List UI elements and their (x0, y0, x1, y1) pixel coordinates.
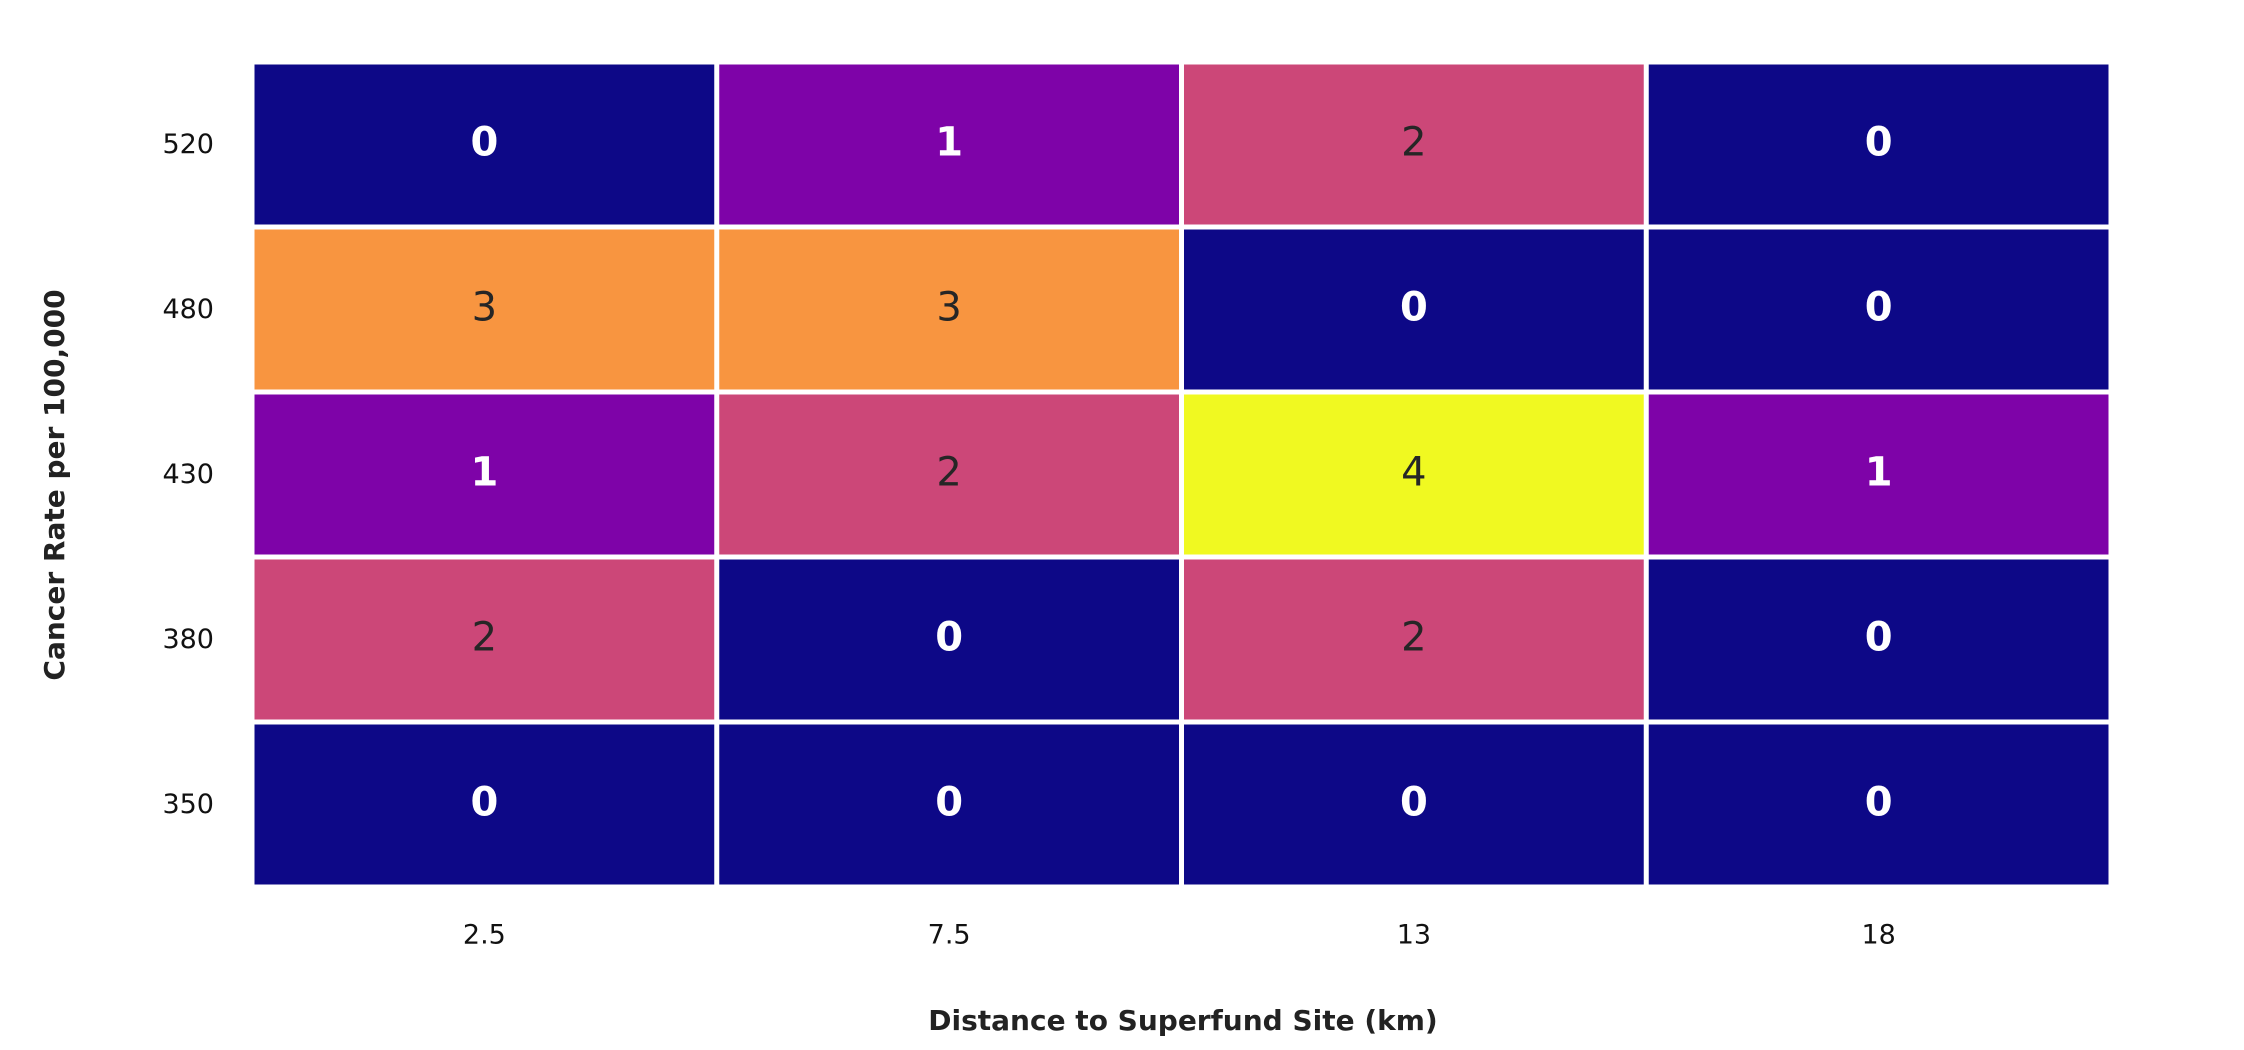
heatmap-cell-value: 4 (1401, 450, 1426, 496)
heatmap-cell (1648, 64, 2109, 225)
y-axis-tick-label: 430 (162, 459, 214, 490)
heatmap-cell-value: 0 (1865, 120, 1893, 166)
heatmap-cells (254, 64, 2109, 885)
heatmap-cell-value: 1 (1865, 450, 1893, 496)
heatmap-cell-value: 2 (1401, 615, 1426, 661)
heatmap-cell (254, 394, 715, 555)
heatmap-cell-value: 1 (470, 450, 498, 496)
x-axis-tick-label: 7.5 (928, 920, 971, 951)
heatmap-cell (1184, 229, 1644, 390)
heatmap-cell-value: 0 (1865, 780, 1893, 826)
x-axis-tick-label: 2.5 (463, 920, 506, 951)
y-axis-tick-label: 520 (162, 129, 214, 160)
heatmap-cell-value: 0 (1865, 285, 1893, 331)
heatmap-cell (254, 229, 715, 390)
heatmap-cell (1648, 559, 2109, 720)
x-axis-tick-label: 18 (1861, 920, 1895, 951)
heatmap-cell (719, 724, 1179, 885)
y-axis-tick-label: 480 (162, 294, 214, 325)
heatmap-cell-value: 0 (1400, 285, 1428, 331)
heatmap-cell-value: 0 (470, 780, 498, 826)
heatmap-cell-labels: 0 1 2 0 3 3 0 0 1 2 4 1 2 0 2 0 0 0 0 0 (470, 120, 1892, 826)
heatmap-cell-value: 0 (470, 120, 498, 166)
heatmap-cell (719, 394, 1179, 555)
heatmap-cell-value: 0 (935, 780, 963, 826)
heatmap-cell-value: 0 (1865, 615, 1893, 661)
heatmap-cell (1184, 559, 1644, 720)
heatmap-cell (1184, 394, 1644, 555)
heatmap-cell (254, 724, 715, 885)
heatmap-cell (254, 559, 715, 720)
heatmap-cell-value: 2 (1401, 120, 1426, 166)
heatmap-cell (719, 64, 1179, 225)
heatmap-cell-value: 1 (935, 120, 963, 166)
heatmap-cell-value: 2 (472, 615, 497, 661)
heatmap-cell (254, 64, 715, 225)
heatmap-cell-value: 2 (936, 450, 961, 496)
heatmap-cell (719, 559, 1179, 720)
heatmap-cell-value: 3 (472, 285, 497, 331)
y-axis-tick-labels: 520 480 430 380 350 (162, 129, 214, 820)
heatmap-cell (1648, 229, 2109, 390)
heatmap-cell-value: 0 (1400, 780, 1428, 826)
y-axis-tick-label: 350 (162, 789, 214, 820)
heatmap-cell (719, 229, 1179, 390)
x-axis-label: Distance to Superfund Site (km) (928, 1004, 1437, 1037)
heatmap-cell (1648, 394, 2109, 555)
heatmap-cell (1648, 724, 2109, 885)
heatmap-cell (1184, 724, 1644, 885)
heatmap-cell (1184, 64, 1644, 225)
x-axis-tick-labels: 2.5 7.5 13 18 (463, 920, 1896, 951)
heatmap-cell-value: 0 (935, 615, 963, 661)
x-axis-tick-label: 13 (1397, 920, 1431, 951)
heatmap-cell-value: 3 (936, 285, 961, 331)
y-axis-tick-label: 380 (162, 624, 214, 655)
y-axis-label: Cancer Rate per 100,000 (38, 289, 71, 680)
